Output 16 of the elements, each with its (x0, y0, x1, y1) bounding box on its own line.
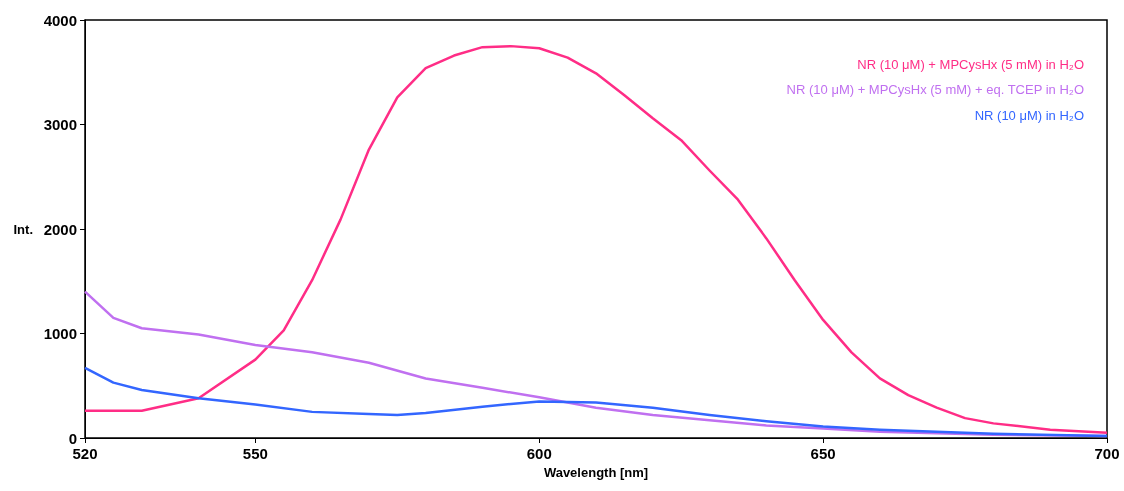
x-axis-title: Wavelength [nm] (543, 465, 649, 480)
y-tick-label: 0 (68, 429, 77, 447)
y-tick-label: 1000 (43, 325, 77, 342)
y-tick-label: 3000 (43, 116, 77, 133)
line-series (83, 44, 1109, 435)
x-tick-label: 520 (72, 445, 98, 462)
text: NR (10 μM) + MPCysHx (5 mM) in H₂O (857, 56, 1084, 72)
y-tick-label: 4000 (43, 11, 77, 29)
x-tick-label: 600 (526, 445, 552, 462)
x-tick-label: 550 (242, 445, 268, 462)
text: NR (10 μM) + MPCysHx (5 mM) + eq. TCEP in H₂O (786, 82, 1084, 97)
x-tick-label: 650 (810, 445, 836, 462)
x-tick-label: 700 (1094, 445, 1120, 462)
y-axis-title: Int. (13, 221, 33, 237)
text: NR (10 μM) in H₂O (974, 107, 1084, 123)
y-tick-label: 2000 (43, 220, 77, 238)
